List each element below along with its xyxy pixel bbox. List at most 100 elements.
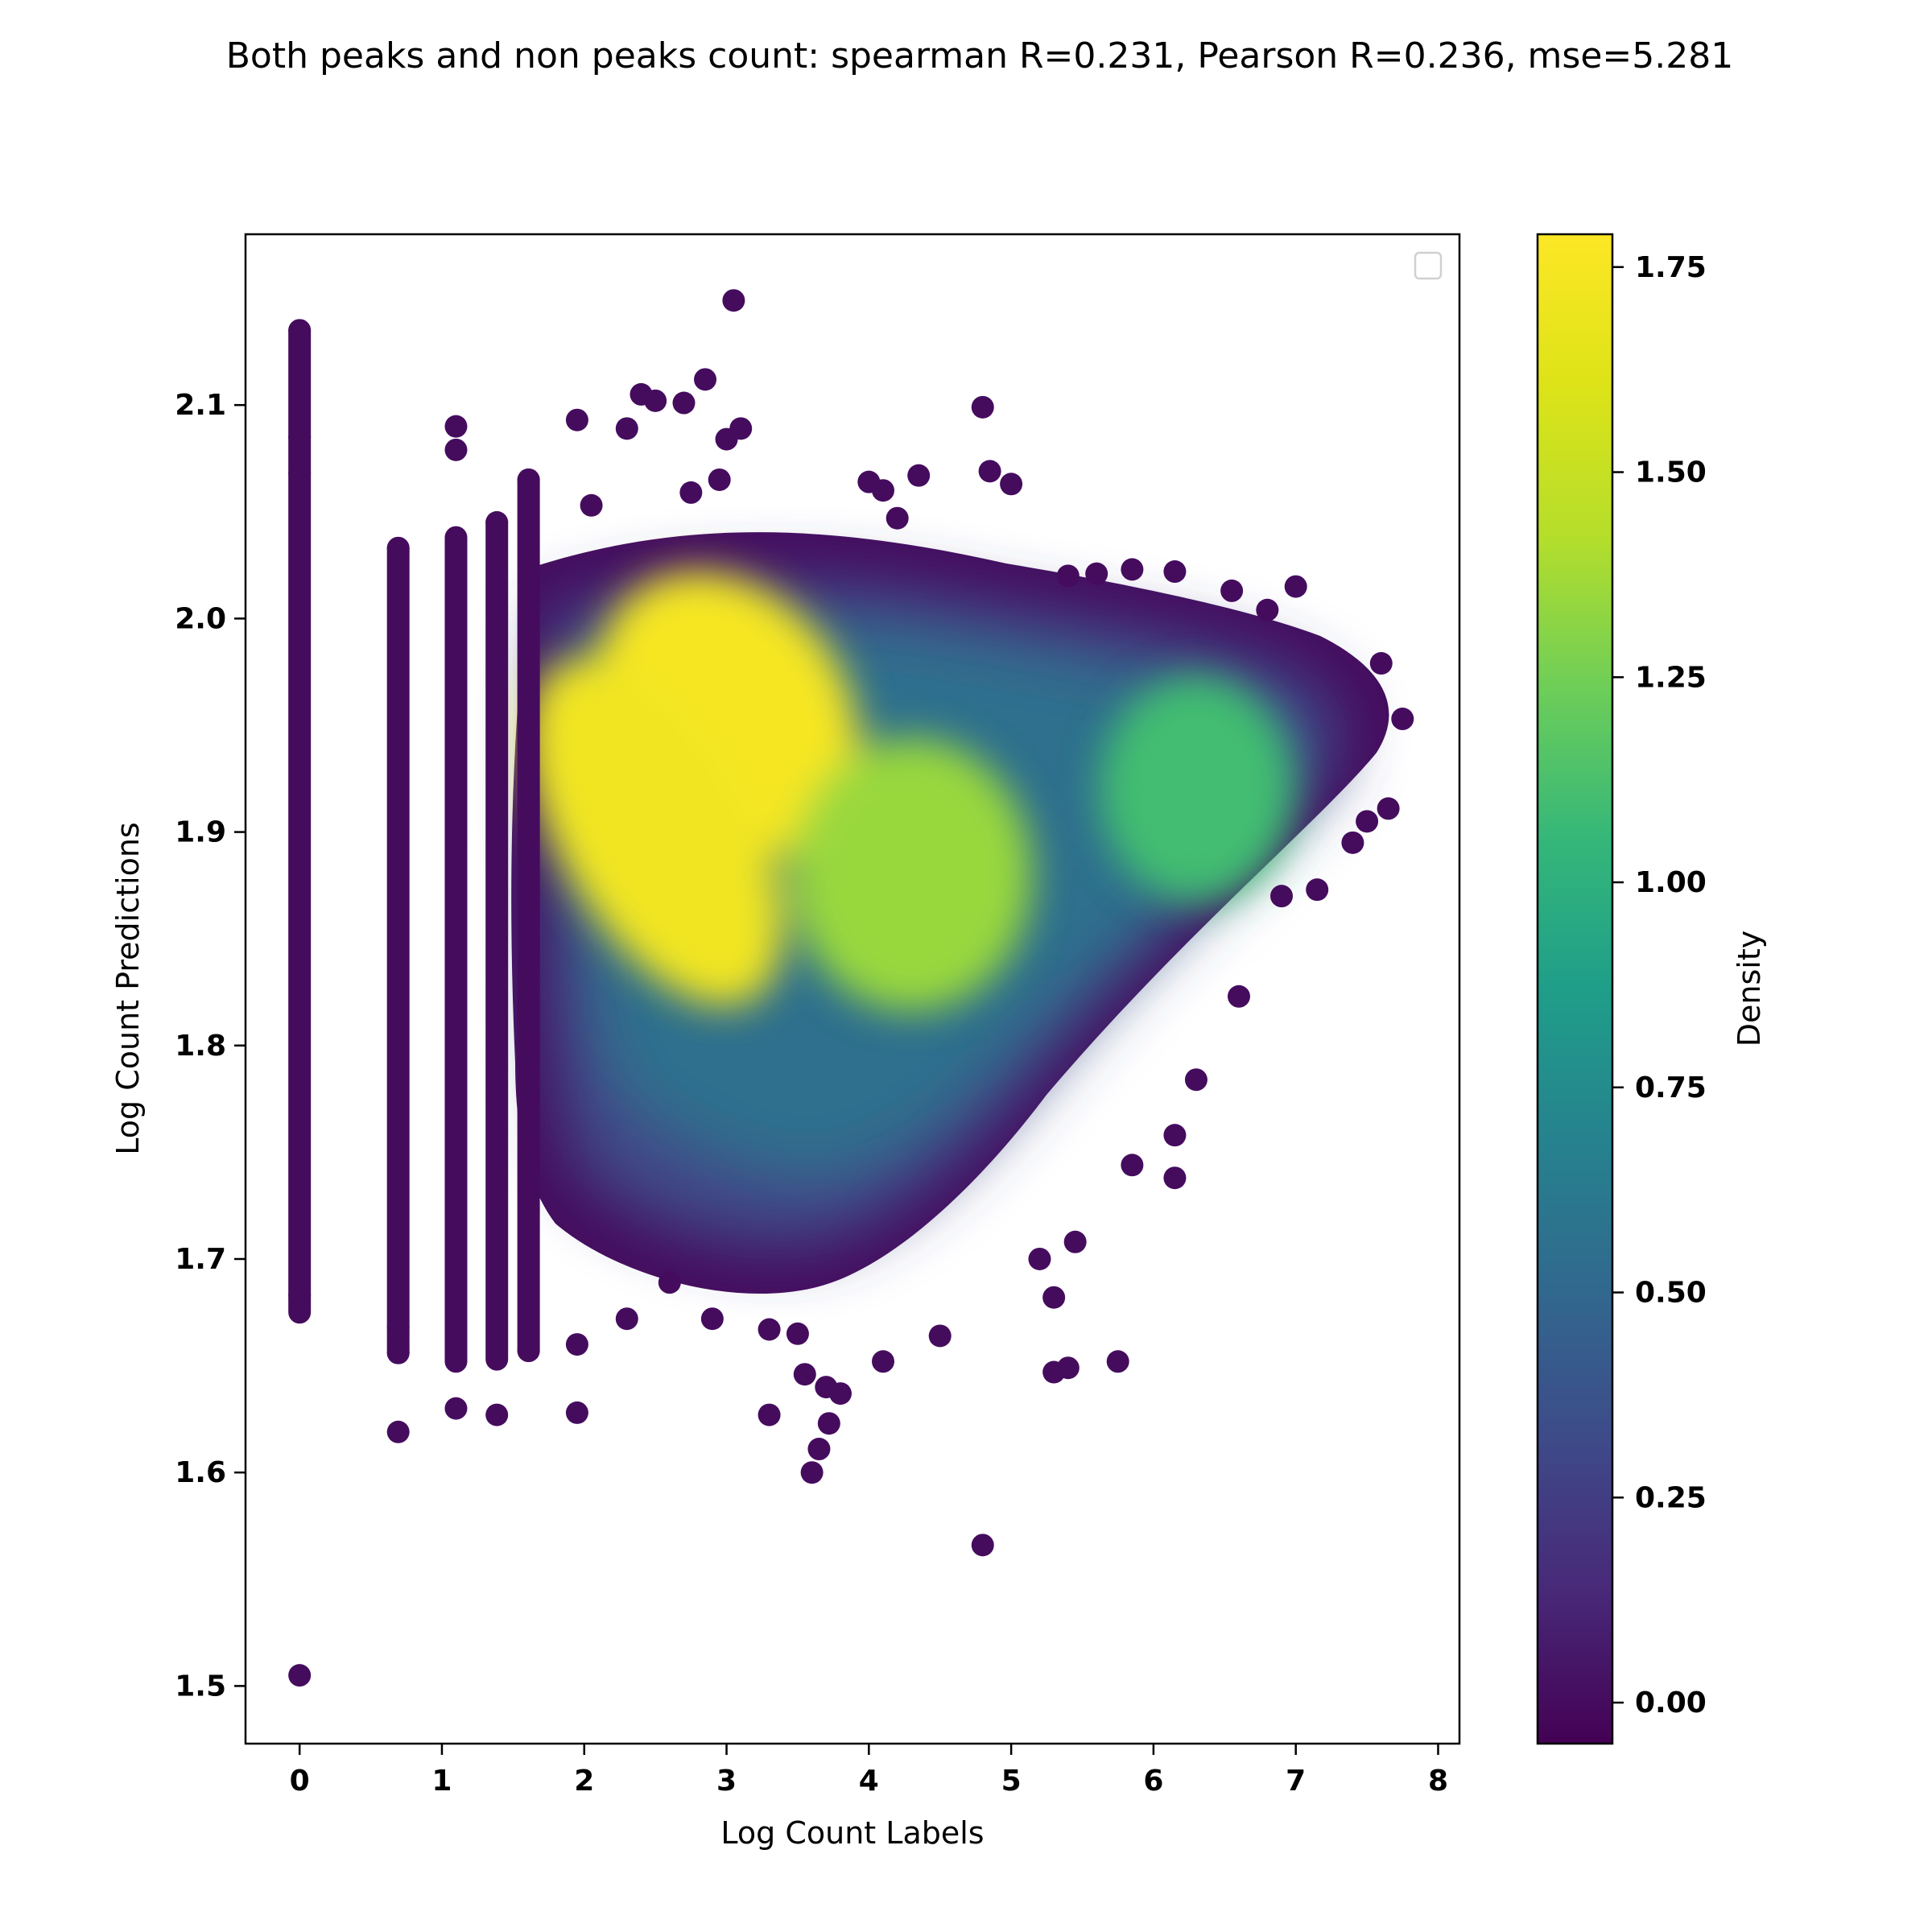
scatter-point [1121, 1154, 1144, 1177]
scatter-point [288, 425, 312, 448]
scatter-points [288, 289, 1414, 1687]
scatter-point [386, 1420, 410, 1443]
scatter-point [1227, 985, 1250, 1008]
colorbar-tick-label: 0.25 [1635, 1481, 1707, 1514]
scatter-point [565, 1333, 588, 1356]
scatter-point [1184, 1068, 1208, 1092]
x-tick-label: 7 [1286, 1765, 1306, 1798]
scatter-point [807, 1438, 831, 1461]
colorbar-label: Density [1732, 931, 1767, 1046]
scatter-point [1056, 564, 1080, 588]
scatter-point [644, 389, 667, 412]
scatter-point [580, 493, 603, 517]
scatter-point [615, 1307, 638, 1331]
scatter-point [872, 479, 895, 502]
scatter-point [1028, 1247, 1051, 1270]
scatter-point [1106, 1350, 1129, 1373]
colorbar-tick-label: 1.75 [1635, 251, 1707, 284]
scatter-point [786, 1322, 809, 1345]
scatter-point [971, 1534, 994, 1557]
y-tick-label: 2.0 [175, 602, 226, 635]
scatter-point [386, 1315, 410, 1339]
scatter-point [1042, 1286, 1066, 1309]
scatter-point [828, 1382, 852, 1406]
scatter-point [1369, 652, 1393, 675]
scatter-point [1000, 473, 1023, 496]
scatter-point [758, 1318, 781, 1341]
scatter-point [1270, 885, 1294, 908]
scatter-point [1284, 575, 1307, 598]
scatter-point [672, 391, 696, 415]
scatter-point [288, 462, 312, 485]
scatter-point [928, 1324, 952, 1348]
scatter-point [386, 536, 410, 559]
scatter-point [1121, 558, 1144, 581]
scatter-point [700, 1307, 724, 1331]
scatter-point [288, 319, 312, 342]
scatter-point [1063, 1230, 1087, 1253]
plot-area [246, 234, 1459, 1744]
colorbar-frame [1536, 233, 1614, 1745]
scatter-point [872, 1350, 895, 1373]
density-peak [1099, 676, 1293, 902]
colorbar-tick-label: 1.50 [1635, 456, 1707, 489]
scatter-point [1356, 810, 1379, 833]
x-tick-label: 5 [1001, 1765, 1022, 1798]
colorbar-gradient [1538, 234, 1612, 1744]
scatter-point [386, 1341, 410, 1364]
scatter-point [615, 417, 638, 440]
density-peak [527, 658, 783, 1006]
density-cloud [511, 532, 1389, 1294]
x-tick-label: 3 [716, 1765, 737, 1798]
scatter-point [907, 464, 931, 487]
scatter-point [817, 1412, 840, 1435]
colorbar-tick-label: 0.50 [1635, 1277, 1707, 1310]
legend-box [1414, 251, 1443, 280]
scatter-point [517, 468, 540, 491]
x-tick-label: 1 [431, 1765, 452, 1798]
scatter-point [485, 1403, 509, 1426]
scatter-point [485, 511, 509, 535]
density-peak [791, 737, 1033, 1012]
colorbar-tick-label: 0.00 [1635, 1686, 1707, 1719]
scatter-point [1377, 797, 1400, 820]
scatter-point [729, 417, 753, 440]
scatter-point [1056, 1356, 1080, 1380]
y-tick-label: 2.1 [175, 389, 226, 422]
y-axis-label: Log Count Predictions [110, 822, 146, 1154]
scatter-point [1341, 831, 1364, 854]
scatter-point [793, 1363, 816, 1386]
scatter-point [1306, 878, 1329, 902]
scatter-point [1391, 708, 1414, 731]
colorbar-tick-label: 1.00 [1635, 866, 1707, 899]
scatter-point [886, 506, 909, 530]
y-tick-label: 1.6 [175, 1456, 226, 1489]
scatter-point [1220, 579, 1244, 602]
scatter-point [444, 438, 468, 461]
x-tick-label: 2 [574, 1765, 594, 1798]
colorbar-tick-label: 0.75 [1635, 1071, 1707, 1104]
scatter-point [800, 1461, 824, 1484]
scatter-point [1163, 1124, 1187, 1147]
scatter-point [1163, 1166, 1187, 1190]
y-axis: 1.5 1.6 1.7 1.8 1.9 2.0 2.1 [175, 389, 246, 1703]
scatter-point [444, 415, 468, 438]
scatter-point [978, 460, 1001, 483]
x-axis: 0 1 2 3 4 5 6 7 8 [290, 1744, 1448, 1798]
scatter-point [708, 468, 731, 491]
scatter-point [288, 1284, 312, 1307]
scatter-point [1163, 560, 1187, 584]
scatter-point [722, 289, 745, 312]
scatter-point [565, 1401, 588, 1424]
colorbar-tick-label: 1.25 [1635, 661, 1707, 694]
y-tick-label: 1.5 [175, 1670, 226, 1703]
y-tick-label: 1.7 [175, 1243, 226, 1276]
scatter-point [679, 481, 703, 504]
scatter-point [1085, 562, 1108, 585]
scatter-point [565, 408, 588, 431]
scatter-point [288, 1664, 312, 1687]
y-tick-label: 1.8 [175, 1030, 226, 1063]
scatter-point [1256, 598, 1279, 621]
x-axis-label: Log Count Labels [720, 1815, 984, 1851]
